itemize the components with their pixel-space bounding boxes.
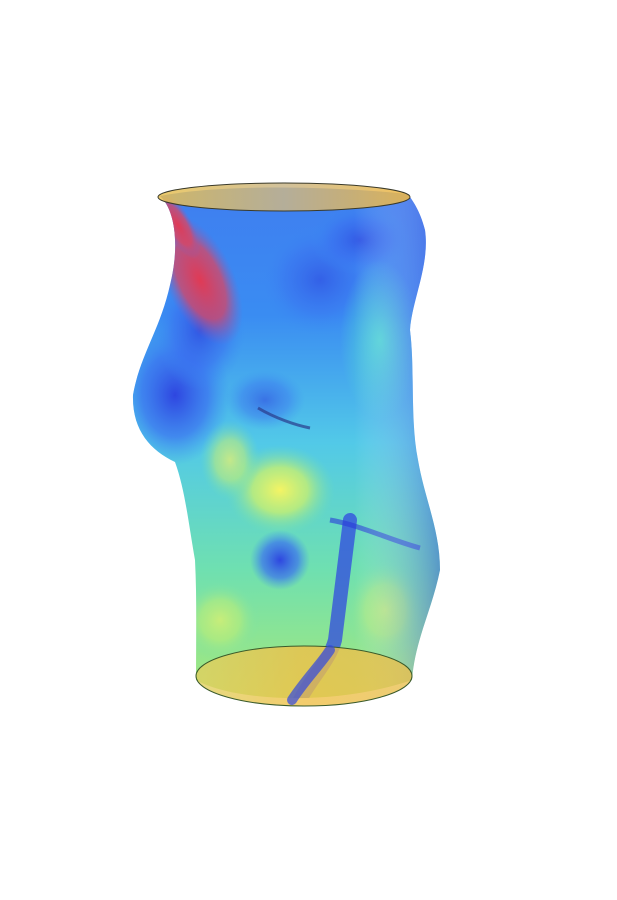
vessel-body xyxy=(132,187,440,699)
top-cap xyxy=(157,182,411,212)
